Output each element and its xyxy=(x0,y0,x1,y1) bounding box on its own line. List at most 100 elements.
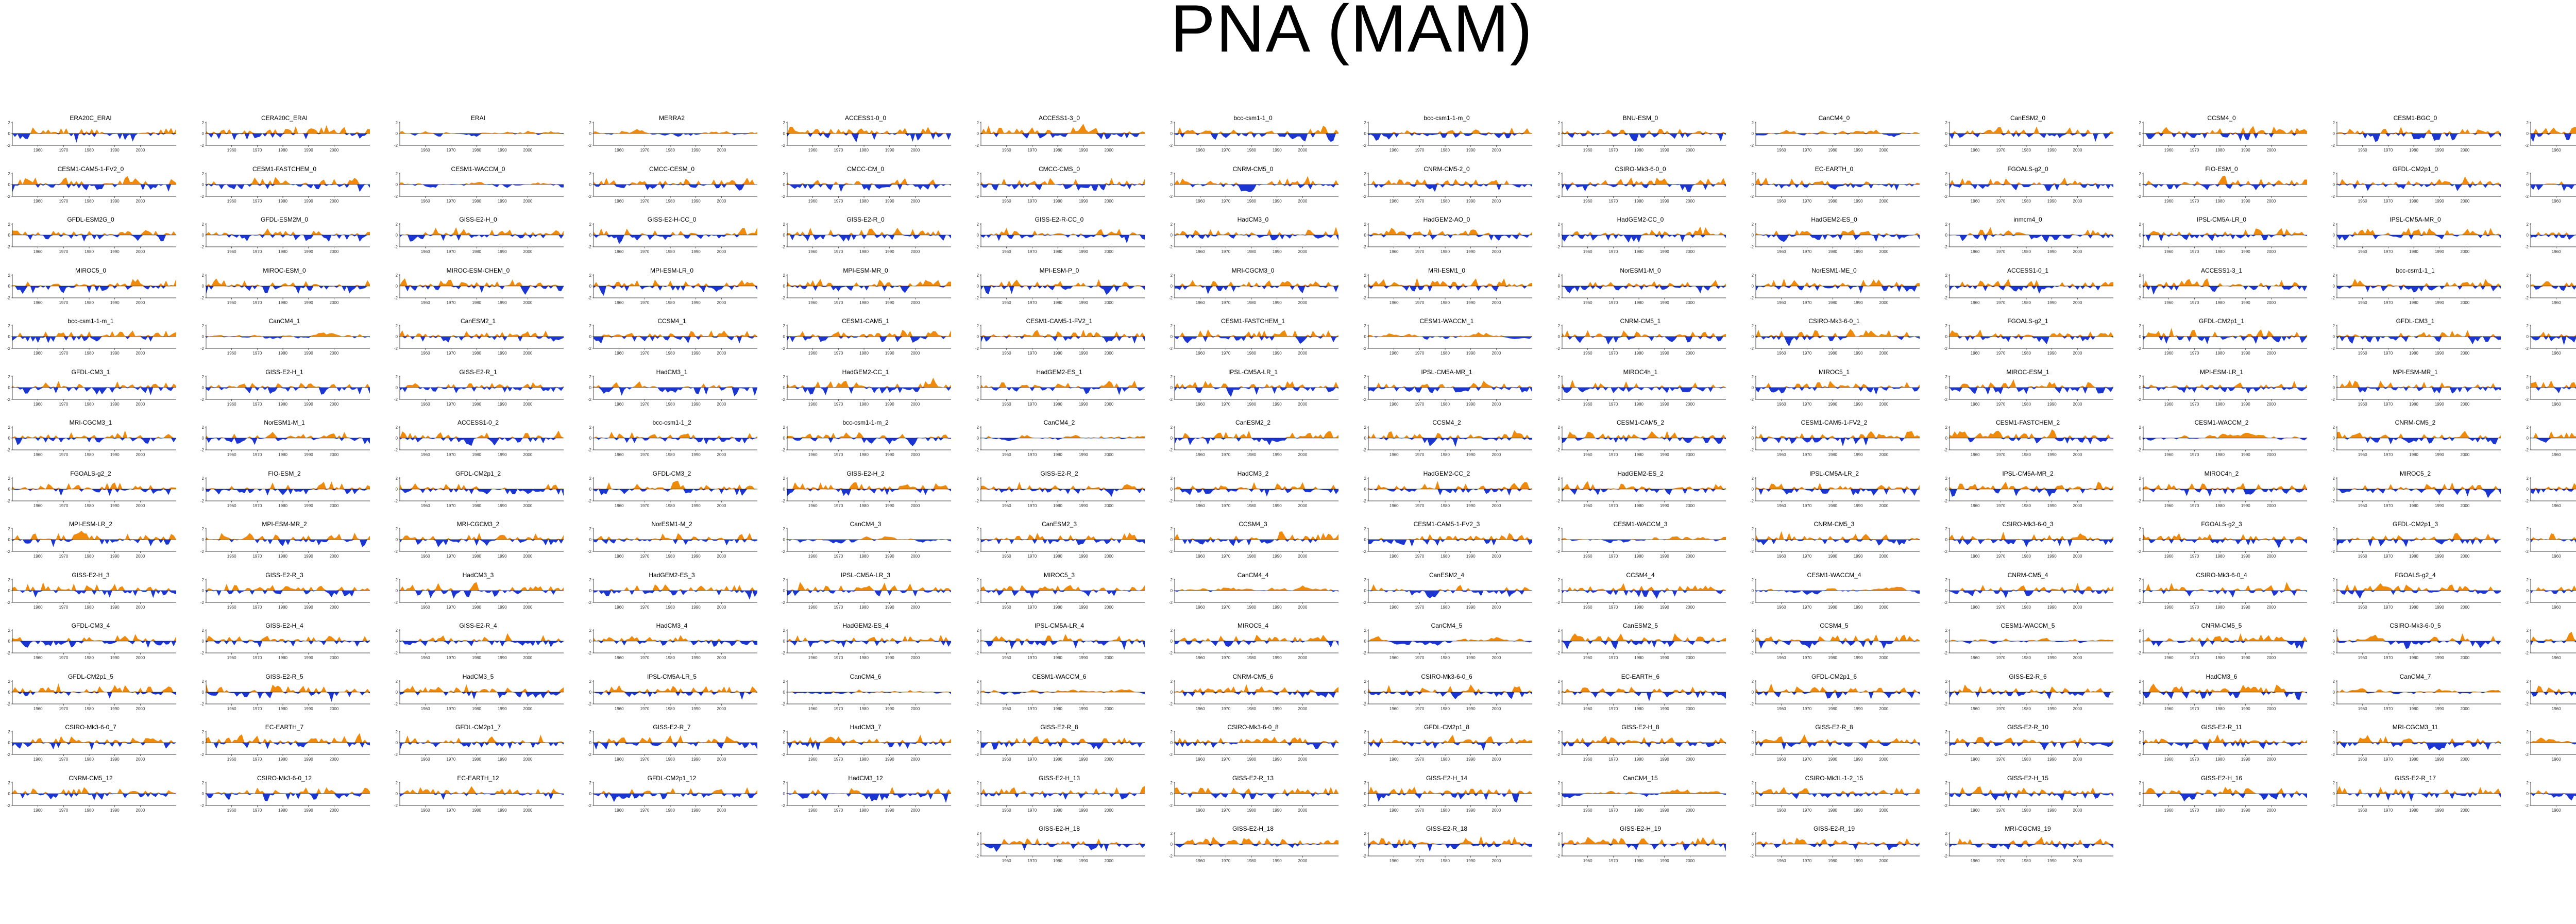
chart-panel: CESM1-WACCM_4 -2 0 2 1960 1970 1980 1990 2000 xyxy=(1747,572,1922,619)
panel-title: GISS-E2-R_17 xyxy=(2394,774,2436,782)
x-tick-label: 2000 xyxy=(523,402,533,407)
y-tick-label: 2 xyxy=(977,324,979,328)
x-tick-label: 2000 xyxy=(2461,199,2470,204)
positive-area xyxy=(594,381,757,388)
x-tick-label: 1980 xyxy=(1053,300,1062,305)
negative-area xyxy=(400,793,564,800)
y-tick-label: 0 xyxy=(1752,182,1754,187)
panel-title: HadCM3_3 xyxy=(462,571,494,579)
y-tick-label: 2 xyxy=(1752,628,1754,633)
x-tick-label: 1960 xyxy=(615,249,624,254)
negative-area xyxy=(1368,235,1532,241)
y-tick-label: 0 xyxy=(783,741,786,745)
x-tick-label: 1960 xyxy=(615,757,624,762)
x-tick-label: 1990 xyxy=(498,199,507,204)
y-tick-label: 0 xyxy=(1364,537,1367,542)
chart-panel: HadGEM2-CC_1 -2 0 2 1960 1970 1980 1990 2000 xyxy=(778,368,953,416)
x-tick-label: 1990 xyxy=(1273,808,1282,813)
y-tick-label: -2 xyxy=(2138,346,2142,351)
chart-panel: CanCM4_15 -2 0 2 1960 1970 1980 1990 2000 xyxy=(1553,775,1728,822)
x-tick-label: 1970 xyxy=(59,503,68,508)
x-tick-label: 1980 xyxy=(472,503,481,508)
x-tick-label: 2000 xyxy=(1492,605,1501,610)
positive-area xyxy=(787,432,951,438)
x-tick-label: 1960 xyxy=(615,605,624,610)
positive-area xyxy=(2143,432,2307,438)
panel-title: CCSM4_4 xyxy=(1626,571,1655,579)
y-tick-label: -2 xyxy=(7,296,11,300)
x-tick-label: 1960 xyxy=(2164,554,2174,559)
x-tick-label: 1960 xyxy=(1196,148,1205,153)
x-tick-label: 1990 xyxy=(1079,757,1088,762)
y-tick-label: 0 xyxy=(977,131,979,136)
panel-title: bcc-csm1-1-m_2 xyxy=(842,419,889,426)
x-tick-label: 2000 xyxy=(1105,249,1114,254)
y-tick-label: -2 xyxy=(394,651,398,656)
panel-title: CESM1-CAM5_2 xyxy=(1616,419,1665,426)
negative-area xyxy=(787,641,951,648)
x-tick-label: 1990 xyxy=(2241,452,2250,457)
panel-title: CNRM-CM5_2 xyxy=(2395,419,2436,426)
y-tick-label: 0 xyxy=(1558,589,1561,593)
y-tick-label: 0 xyxy=(202,741,205,745)
y-tick-label: -2 xyxy=(394,549,398,554)
panel-title: GFDL-CM2p1_7 xyxy=(455,724,501,731)
chart-panel: CNRM-CM5_5 -2 0 2 1960 1970 1980 1990 2000 xyxy=(2134,622,2309,669)
x-tick-label: 1970 xyxy=(252,351,262,356)
x-tick-label: 1960 xyxy=(2164,503,2174,508)
y-tick-label: 2 xyxy=(589,578,592,582)
y-tick-label: -2 xyxy=(975,499,979,503)
x-tick-label: 2000 xyxy=(136,656,145,660)
x-tick-label: 1980 xyxy=(1828,707,1837,711)
x-tick-label: 1980 xyxy=(1634,402,1643,407)
chart-panel: CESM1-WACCM_5 -2 0 2 1960 1970 1980 1990 2000 xyxy=(1940,622,2115,669)
x-tick-label: 1970 xyxy=(1608,452,1618,457)
x-tick-label: 2000 xyxy=(2267,351,2276,356)
panel-title: MIROC5_1 xyxy=(1818,368,1850,376)
y-tick-label: -2 xyxy=(1944,346,1948,351)
positive-area xyxy=(594,330,757,337)
x-tick-label: 1970 xyxy=(1027,808,1037,813)
y-tick-label: 2 xyxy=(1945,578,1948,582)
x-tick-label: 1970 xyxy=(1415,452,1424,457)
x-tick-label: 1980 xyxy=(1247,605,1256,610)
y-tick-label: 0 xyxy=(2139,334,2142,339)
panel-title: MIROC4h_1 xyxy=(1623,368,1658,376)
panel-title: MERRA2 xyxy=(658,114,685,122)
positive-area xyxy=(1175,736,1338,743)
panel-title: CanESM2_2 xyxy=(1235,419,1271,426)
y-tick-label: 2 xyxy=(396,476,398,481)
panel-title: CanESM2_4 xyxy=(1429,571,1465,579)
x-tick-label: 2000 xyxy=(1105,452,1114,457)
y-tick-label: 2 xyxy=(977,578,979,582)
positive-area xyxy=(206,332,370,337)
chart-panel: MIROC-ESM_0 -2 0 2 1960 1970 1980 1990 2000 xyxy=(197,267,372,314)
chart-panel: GISS-E2-H_14 -2 0 2 1960 1970 1980 1990 2000 xyxy=(1359,775,1534,822)
x-tick-label: 1960 xyxy=(615,554,624,559)
x-tick-label: 1970 xyxy=(2190,503,2199,508)
y-tick-label: 0 xyxy=(2139,385,2142,390)
x-tick-label: 2000 xyxy=(136,351,145,356)
x-tick-label: 1990 xyxy=(1273,351,1282,356)
x-tick-label: 2000 xyxy=(136,199,145,204)
x-tick-label: 1960 xyxy=(1196,351,1205,356)
positive-area xyxy=(1562,836,1726,844)
x-tick-label: 2000 xyxy=(717,199,726,204)
positive-area xyxy=(594,177,757,184)
x-tick-label: 1960 xyxy=(1002,859,1011,863)
x-tick-label: 2000 xyxy=(1686,707,1695,711)
panel-title: GISS-E2-R_13 xyxy=(1232,774,1274,782)
y-tick-label: 0 xyxy=(1558,284,1561,289)
x-tick-label: 1980 xyxy=(1634,554,1643,559)
y-tick-label: 0 xyxy=(589,284,592,289)
y-tick-label: 0 xyxy=(1364,792,1367,796)
y-tick-label: -2 xyxy=(975,702,979,707)
x-tick-label: 1990 xyxy=(885,503,894,508)
x-tick-label: 1990 xyxy=(2047,351,2057,356)
y-tick-label: -2 xyxy=(1169,194,1173,199)
y-tick-label: -2 xyxy=(1169,854,1173,859)
